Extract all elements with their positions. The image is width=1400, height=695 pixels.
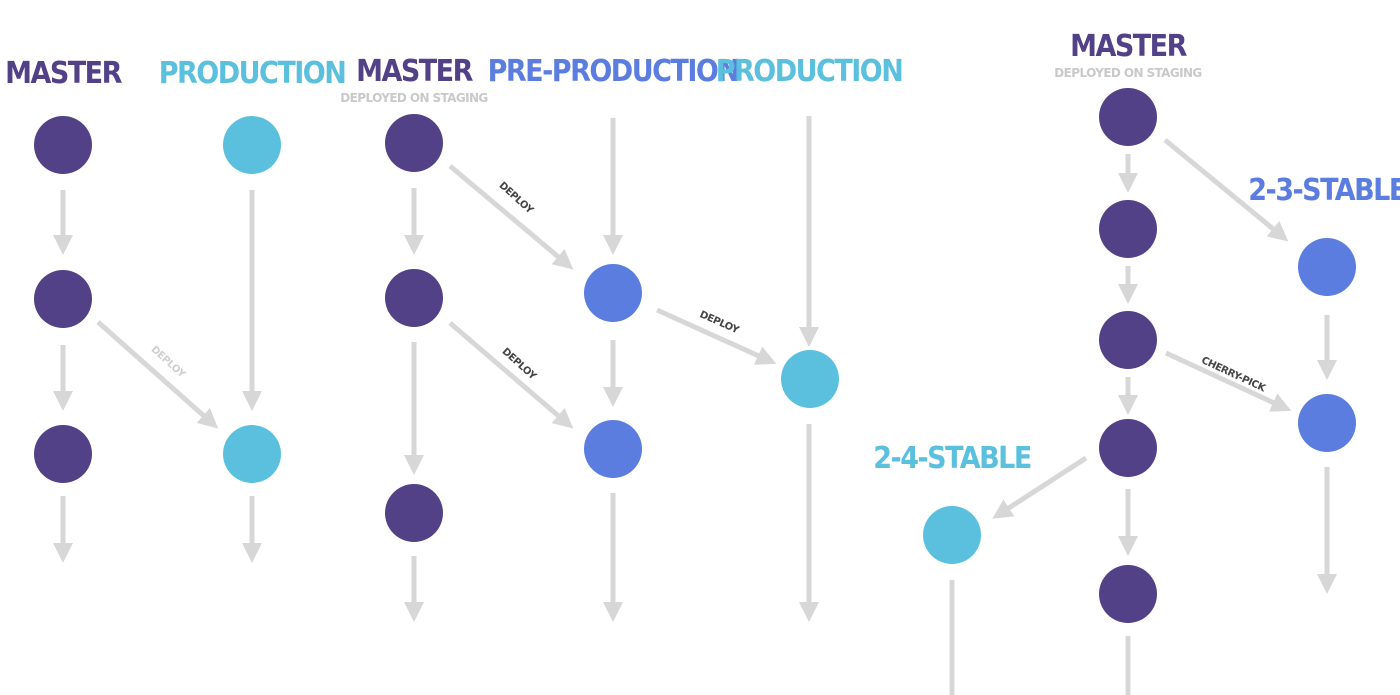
branch-arrow-master-to-2-3-stable xyxy=(1163,138,1289,242)
deploy-arrow xyxy=(96,320,219,429)
cherry-pick-arrow xyxy=(1164,350,1292,412)
panel-stable-branches-flow: MASTER DEPLOYED ON STAGING 2-3-STABLE 2-… xyxy=(873,29,1400,695)
stable-2-4-commit-1 xyxy=(923,506,981,564)
master-commit-4 xyxy=(1099,419,1157,477)
master-commit-2 xyxy=(1099,200,1157,258)
production-branch-title: PRODUCTION xyxy=(159,56,346,91)
master-commit-1 xyxy=(34,116,92,174)
deploy-arrow-master-to-preproduction-1 xyxy=(448,164,574,270)
preproduction-branch-title: PRE-PRODUCTION xyxy=(488,54,739,89)
master-branch-title: MASTER xyxy=(5,56,123,91)
preproduction-commit-1 xyxy=(584,264,642,322)
master-commit-2 xyxy=(385,269,443,327)
master-commit-1 xyxy=(385,114,443,172)
stable-2-4-branch-title: 2-4-STABLE xyxy=(873,441,1031,476)
preproduction-commit-2 xyxy=(584,420,642,478)
stable-2-3-commit-1 xyxy=(1298,238,1356,296)
master-branch-subtitle: DEPLOYED ON STAGING xyxy=(1054,66,1201,80)
master-branch-title: MASTER xyxy=(356,54,474,89)
production-commit-2 xyxy=(223,425,281,483)
production-commit-1 xyxy=(223,116,281,174)
production-commit-1 xyxy=(781,350,839,408)
master-commit-2 xyxy=(34,270,92,328)
master-branch-title: MASTER xyxy=(1070,29,1188,64)
master-commit-3 xyxy=(1099,311,1157,369)
stable-2-3-commit-2 xyxy=(1298,394,1356,452)
stable-2-3-branch-title: 2-3-STABLE xyxy=(1248,173,1400,208)
panel-simple-flow: MASTER PRODUCTION DEPLOY xyxy=(5,56,347,564)
master-commit-1 xyxy=(1099,88,1157,146)
master-commit-3 xyxy=(385,484,443,542)
master-commit-5 xyxy=(1099,565,1157,623)
production-branch-title: PRODUCTION xyxy=(716,54,903,89)
deploy-arrow-preproduction-to-production xyxy=(655,307,777,365)
master-commit-3 xyxy=(34,425,92,483)
deploy-label-2: DEPLOY xyxy=(500,346,539,383)
deploy-arrow-master-to-preproduction-2 xyxy=(448,321,574,429)
master-branch-subtitle: DEPLOYED ON STAGING xyxy=(340,91,487,105)
branch-arrow-master-to-2-4-stable xyxy=(992,455,1088,519)
panel-staging-flow: MASTER DEPLOYED ON STAGING PRE-PRODUCTIO… xyxy=(340,54,904,623)
